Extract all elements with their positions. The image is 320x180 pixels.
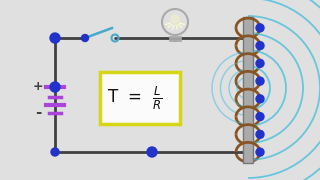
- Circle shape: [256, 95, 264, 103]
- Text: +: +: [33, 80, 43, 93]
- Circle shape: [256, 59, 264, 67]
- Circle shape: [256, 77, 264, 85]
- Circle shape: [51, 148, 59, 156]
- Circle shape: [256, 42, 264, 50]
- Bar: [243, 17, 253, 163]
- Circle shape: [147, 147, 157, 157]
- Circle shape: [256, 24, 264, 32]
- Circle shape: [82, 35, 89, 42]
- Circle shape: [171, 15, 179, 23]
- Text: T  =  $\frac{L}{R}$: T = $\frac{L}{R}$: [107, 84, 163, 112]
- Circle shape: [50, 33, 60, 43]
- Circle shape: [50, 82, 60, 92]
- Bar: [100, 72, 180, 124]
- Circle shape: [256, 113, 264, 121]
- Text: -: -: [35, 105, 41, 120]
- Circle shape: [256, 148, 264, 156]
- Circle shape: [256, 130, 264, 138]
